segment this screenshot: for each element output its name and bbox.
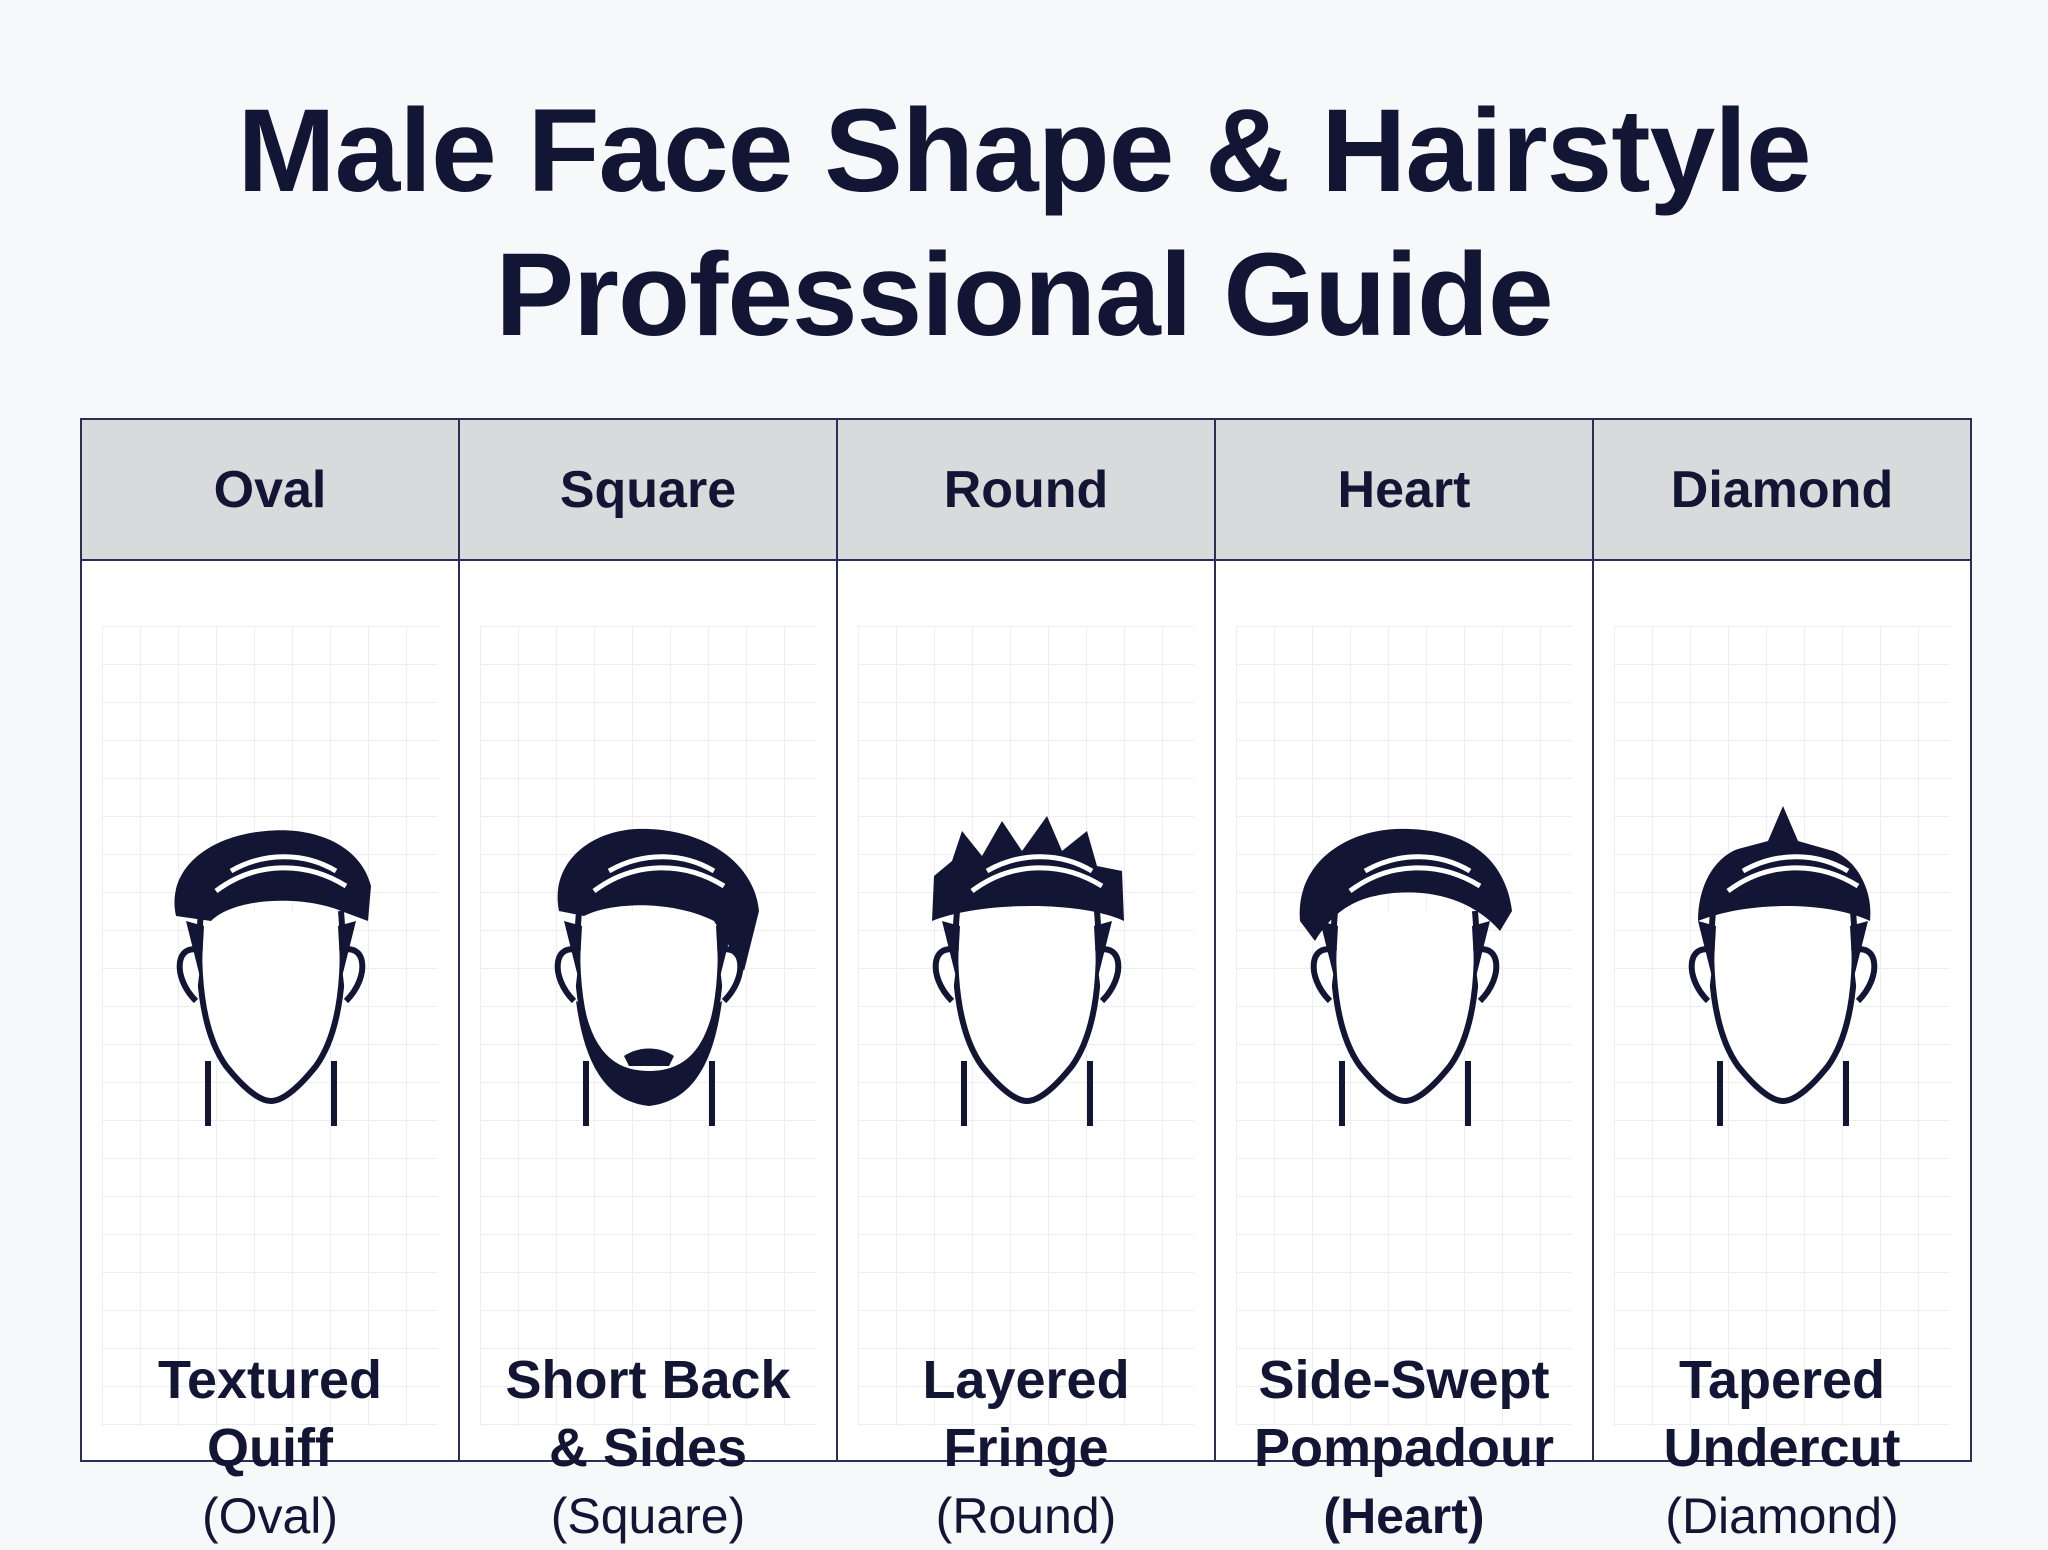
column-diamond: Diamond Tapered Undercut (Diamond) — [1594, 420, 1970, 1544]
hairstyle-name-line1: Side-Swept — [1258, 1350, 1550, 1410]
hairstyle-label: Textured Quiff (Oval) — [82, 1346, 458, 1550]
layered-fringe-head-icon — [932, 816, 1124, 1126]
column-body: Short Back & Sides (Square) — [460, 561, 836, 1544]
column-square: Square Short Back & Sides (Square) — [460, 420, 838, 1544]
column-heart: Heart Side-Swept Pompadour (Heart) — [1216, 420, 1594, 1544]
column-header: Diamond — [1594, 420, 1970, 561]
face-shape-label: (Heart) — [1323, 1488, 1485, 1544]
side-swept-pompadour-head-icon — [1299, 828, 1512, 1126]
face-shape-label: (Diamond) — [1665, 1488, 1899, 1544]
hairstyle-name-line1: Short Back — [505, 1350, 791, 1410]
column-header: Oval — [82, 420, 458, 561]
hairstyle-label: Layered Fringe (Round) — [838, 1346, 1214, 1550]
face-shape-label: (Oval) — [201, 1488, 339, 1544]
textured-quiff-head-icon — [174, 830, 371, 1126]
hairstyle-name-line2: & Sides — [548, 1418, 748, 1478]
face-shape-table: Oval Textured Quiff (Oval) Square — [80, 418, 1972, 1544]
tapered-undercut-head-icon — [1688, 806, 1878, 1126]
column-round: Round Layered Fringe (Round) — [838, 420, 1216, 1544]
column-body: Side-Swept Pompadour (Heart) — [1216, 561, 1592, 1544]
page-title-line2: Professional Guide — [495, 229, 1553, 361]
hairstyle-label: Side-Swept Pompadour (Heart) — [1216, 1346, 1592, 1550]
hairstyle-label: Short Back & Sides (Square) — [460, 1346, 836, 1550]
column-body: Tapered Undercut (Diamond) — [1594, 561, 1970, 1544]
hairstyle-name-line2: Quiff — [207, 1418, 333, 1478]
hairstyle-label: Tapered Undercut (Diamond) — [1594, 1346, 1970, 1550]
hairstyle-name-line2: Pompadour — [1253, 1418, 1554, 1478]
hairstyle-name-line2: Fringe — [943, 1418, 1109, 1478]
column-header: Square — [460, 420, 836, 561]
short-back-sides-bearded-head-icon — [554, 828, 759, 1126]
column-header: Heart — [1216, 420, 1592, 561]
beard-icon — [576, 1001, 722, 1106]
hairstyle-name-line2: Undercut — [1663, 1418, 1901, 1478]
column-body: Layered Fringe (Round) — [838, 561, 1214, 1544]
column-body: Textured Quiff (Oval) — [82, 561, 458, 1544]
page-title-line1: Male Face Shape & Hairstyle — [237, 85, 1811, 217]
face-shape-label: (Round) — [935, 1488, 1117, 1544]
column-oval: Oval Textured Quiff (Oval) — [82, 420, 460, 1544]
hairstyle-name-line1: Layered — [922, 1350, 1130, 1410]
hairstyle-name-line1: Tapered — [1678, 1350, 1886, 1410]
column-header: Round — [838, 420, 1214, 561]
face-shape-label: (Square) — [550, 1488, 746, 1544]
hairstyle-name-line1: Textured — [157, 1350, 383, 1410]
